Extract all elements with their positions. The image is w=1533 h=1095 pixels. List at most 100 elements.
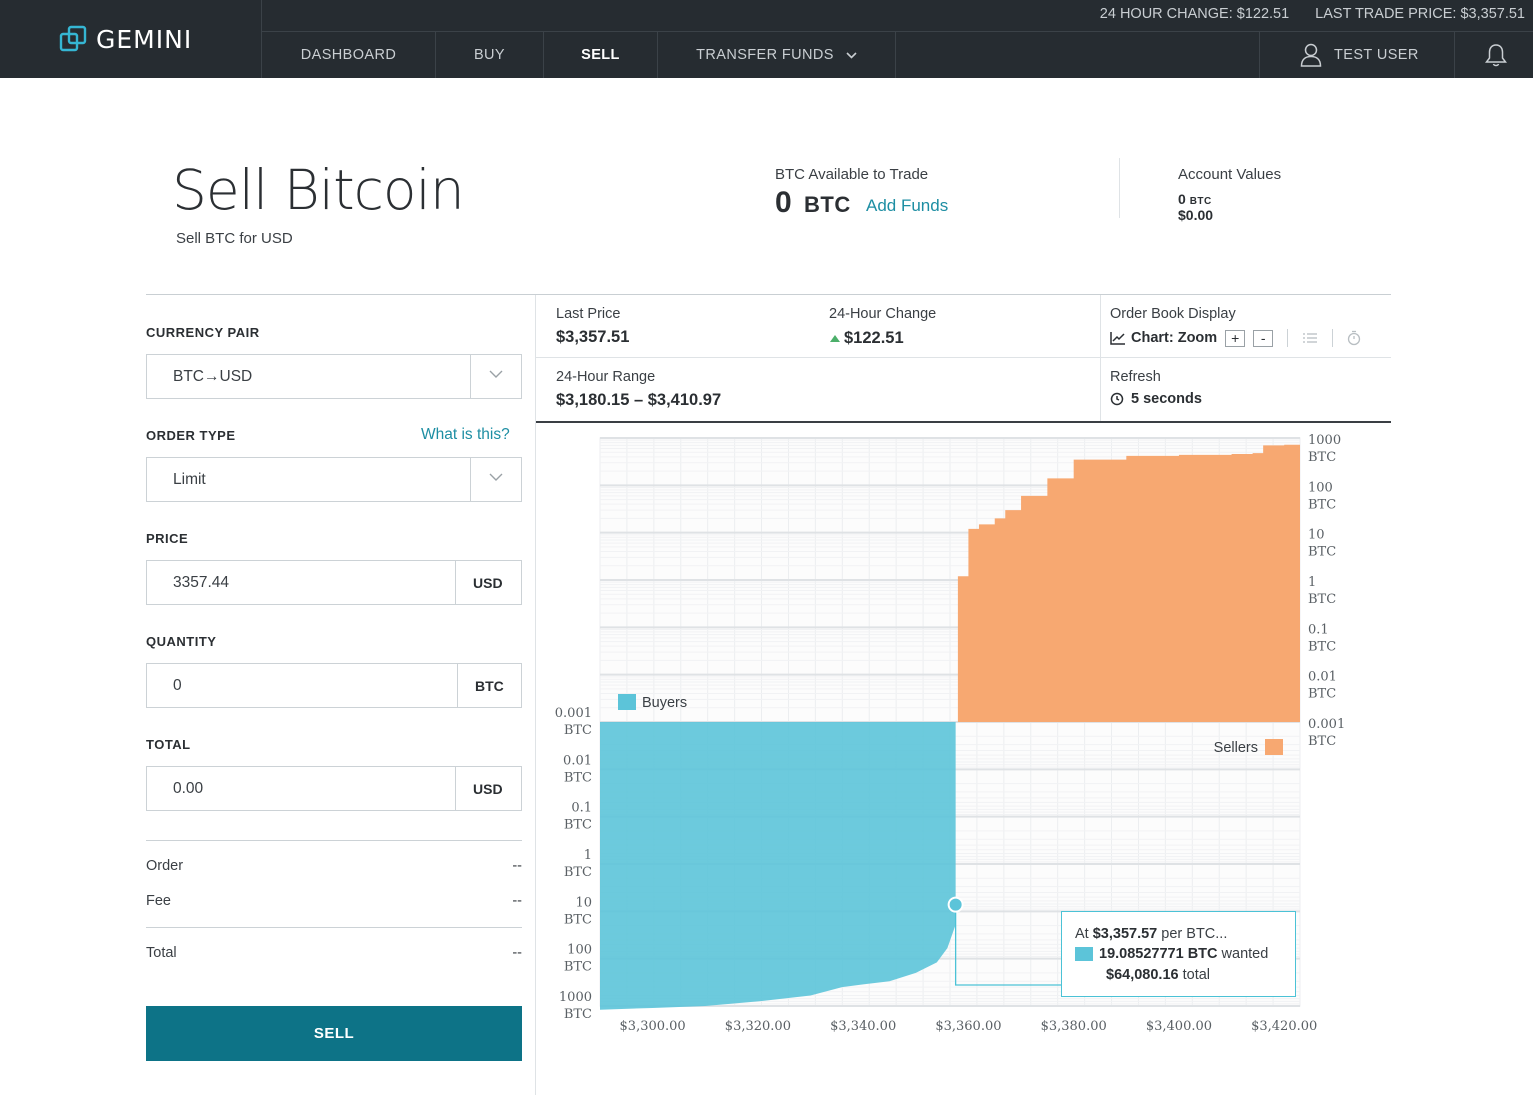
nav-transfer-funds[interactable]: TRANSFER FUNDS [658,32,896,78]
order-book-depth-chart[interactable]: $3,300.00 $3,320.00 $3,340.00 $3,360.00 $3,3… [536,430,1366,1070]
sell-button[interactable]: SELL [146,1006,522,1061]
divider [1287,329,1289,347]
sellers-y-tick-label: 1000 [1308,433,1341,448]
price-label: PRICE [146,531,189,546]
quantity-label: QUANTITY [146,634,217,649]
brand-name: GEMINI [96,24,193,54]
tooltip-at: At [1075,926,1089,942]
divider [535,295,536,1095]
gemini-logo-icon [59,25,87,52]
summary-order-value: -- [512,858,522,874]
chart-mode-label[interactable]: Chart: Zoom [1131,330,1218,346]
divider [262,31,1533,32]
tooltip-connector-line [954,904,1061,986]
divider [1119,158,1120,218]
account-values-label: Account Values [1178,166,1282,183]
tooltip-total: total [1182,967,1211,983]
bell-icon[interactable] [1483,42,1509,68]
divider [146,840,522,841]
divider [470,458,471,501]
buyers-y-tick-unit: BTC [564,912,592,927]
divider [261,0,262,78]
buyers-legend-swatch [618,694,636,710]
tooltip-wanted-amount: 19.08527771 BTC [1099,946,1218,962]
x-tick-label: $3,300.00 [620,1019,686,1034]
chevron-down-icon [489,473,503,481]
x-tick-label: $3,420.00 [1251,1019,1317,1034]
buyers-legend-label: Buyers [642,695,687,711]
total-label: TOTAL [146,737,191,752]
chevron-down-icon [489,370,503,378]
change-value: $122.51 [829,329,904,348]
zoom-out-button[interactable]: - [1253,329,1274,347]
brand-logo[interactable]: GEMINI [58,22,192,56]
page-subtitle: Sell BTC for USD [176,230,293,247]
divider [146,294,1391,295]
add-funds-link[interactable]: Add Funds [866,196,949,215]
quantity-value: 0 [173,677,182,694]
total-input[interactable]: 0.00 USD [146,766,522,811]
range-value: $3,180.15 – $3,410.97 [556,391,722,409]
x-tick-label: $3,340.00 [830,1019,896,1034]
buyers-y-tick-label: 1000 [559,990,592,1005]
list-icon[interactable] [1302,332,1318,344]
btc-available-unit: BTC [804,192,851,217]
nav-dashboard[interactable]: DASHBOARD [262,32,436,78]
order-type-label: ORDER TYPE [146,428,236,443]
arrow-up-icon [830,335,840,342]
order-type-help-link[interactable]: What is this? [421,426,510,443]
line-chart-icon[interactable] [1110,331,1126,345]
tooltip-price: $3,357.57 [1092,926,1158,942]
currency-pair-value: BTC→USD [173,368,253,385]
range-label: 24-Hour Range [556,369,656,385]
buyers-y-tick-label: 10 [575,895,592,910]
summary-fee-label: Fee [146,893,171,909]
quantity-input[interactable]: 0 BTC [146,663,522,708]
sellers-legend-label: Sellers [1214,740,1258,756]
price-unit: USD [473,575,503,591]
sellers-y-tick-unit: BTC [1308,545,1336,560]
buyers-y-tick-label: 0.01 [563,753,592,768]
buyers-y-tick-unit: BTC [564,770,592,785]
ticker-last-price: LAST TRADE PRICE: $3,357.51 [1315,6,1525,22]
x-tick-label: $3,380.00 [1041,1019,1107,1034]
buyers-depth-area [600,722,956,1010]
nav-buy[interactable]: BUY [436,32,544,78]
buyers-y-tick-unit: BTC [564,723,592,738]
nav-sell[interactable]: SELL [544,32,658,78]
order-type-value: Limit [173,471,206,488]
buyers-y-tick-unit: BTC [564,865,592,880]
hover-point-marker [947,896,964,913]
zoom-in-button[interactable]: + [1225,329,1246,347]
change-amount: $122.51 [844,329,904,347]
sellers-depth-area [955,444,1300,722]
refresh-label: Refresh [1110,369,1161,385]
chevron-down-icon [846,51,857,59]
btc-available-value: 0 [775,186,792,219]
currency-pair-select[interactable]: BTC→USD [146,354,522,399]
price-value: 3357.44 [173,574,230,591]
chart-tooltip: At $3,357.57 per BTC... 19.08527771 BTC … [1061,911,1296,997]
sellers-y-tick-label: 0.01 [1308,670,1337,685]
last-price-value: $3,357.51 [556,328,630,346]
ticker-24h-change: 24 HOUR CHANGE: $122.51 [1099,6,1290,22]
sellers-y-tick-unit: BTC [1308,687,1336,702]
divider [146,927,522,928]
btc-available-label: BTC Available to Trade [775,166,929,183]
last-price-label: Last Price [556,306,621,322]
currency-pair-label: CURRENCY PAIR [146,325,260,340]
summary-fee-value: -- [512,893,522,909]
refresh-value[interactable]: 5 seconds [1110,391,1202,407]
top-navigation-bar: GEMINI 24 HOUR CHANGE: $122.51 LAST TRAD… [0,0,1533,78]
summary-order-label: Order [146,858,184,874]
market-ticker: 24 HOUR CHANGE: $122.51 LAST TRADE PRICE… [1100,6,1525,22]
user-icon [1300,43,1322,67]
timer-icon[interactable] [1347,330,1361,346]
price-input[interactable]: 3357.44 USD [146,560,522,605]
order-type-select[interactable]: Limit [146,457,522,502]
clock-icon [1110,392,1124,406]
tooltip-total-amount: $64,080.16 [1106,967,1179,983]
user-menu[interactable]: TEST USER [1259,32,1455,78]
order-book-display-tools: Chart: Zoom + - [1110,329,1361,347]
tooltip-price-line: At $3,357.57 per BTC... [1075,926,1227,942]
